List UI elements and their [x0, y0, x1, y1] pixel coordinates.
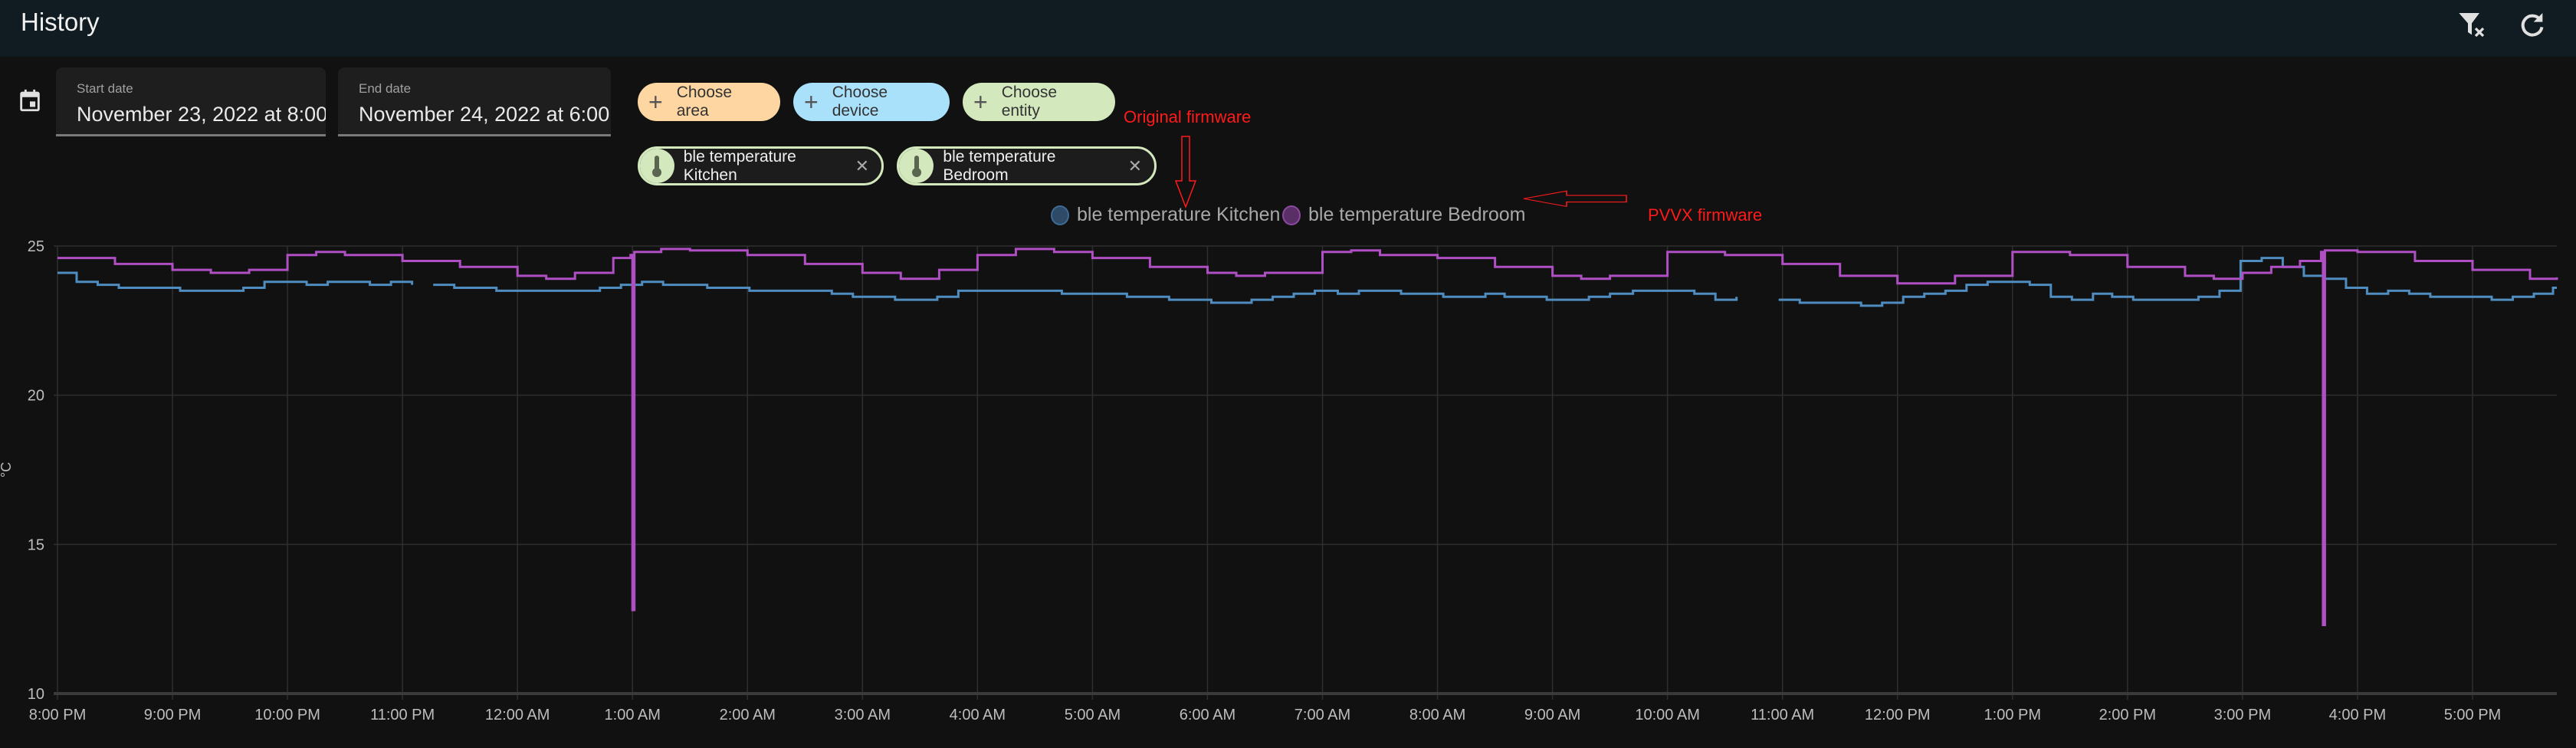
- series-line-kitchen: [57, 257, 2557, 307]
- legend-label: ble temperature Kitchen: [1077, 204, 1281, 225]
- x-tick-label: 9:00 PM: [144, 707, 201, 723]
- entity-chip-label: ble temperature Kitchen: [683, 147, 796, 184]
- end-date-field[interactable]: End date November 24, 2022 at 6:00 PM: [338, 67, 611, 136]
- end-date-value: November 24, 2022 at 6:00 PM: [359, 103, 611, 126]
- x-tick-label: 8:00 AM: [1409, 707, 1465, 723]
- y-tick-label: 10: [28, 686, 44, 703]
- annotation-pvvx-firmware: PVVX firmware: [1648, 205, 1763, 225]
- page-title: History: [21, 8, 100, 36]
- annotation-arrow-down: [1174, 136, 1197, 209]
- remove-icon[interactable]: ✕: [1127, 156, 1142, 176]
- refresh-icon[interactable]: [2517, 9, 2548, 40]
- y-tick-label: 15: [28, 536, 44, 553]
- top-app-bar: History: [0, 0, 2576, 57]
- x-tick-label: 12:00 AM: [485, 707, 550, 723]
- start-date-field[interactable]: Start date November 23, 2022 at 8:00 PM: [56, 67, 326, 136]
- x-tick-label: 3:00 PM: [2214, 707, 2271, 723]
- plus-icon: +: [804, 88, 819, 116]
- plus-icon: +: [973, 88, 988, 116]
- x-tick-label: 12:00 PM: [1865, 707, 1931, 723]
- legend-item-kitchen[interactable]: ble temperature Kitchen: [1051, 204, 1280, 226]
- x-tick-label: 5:00 AM: [1065, 707, 1121, 723]
- legend-swatch: [1282, 205, 1301, 225]
- choose-area-label: Choose area: [676, 84, 733, 120]
- x-tick-label: 11:00 PM: [370, 707, 435, 723]
- choose-entity-label: Choose entity: [1001, 84, 1058, 120]
- plus-icon: +: [648, 88, 663, 116]
- x-tick-label: 10:00 AM: [1635, 707, 1700, 723]
- entity-chip-bedroom[interactable]: ble temperature Bedroom ✕: [897, 146, 1157, 185]
- legend-swatch: [1051, 205, 1069, 225]
- thermometer-icon: [640, 149, 674, 183]
- x-tick-label: 8:00 PM: [29, 707, 86, 723]
- x-tick-label: 1:00 AM: [605, 707, 661, 723]
- thermometer-icon: [899, 149, 934, 183]
- entity-chip-label: ble temperature Bedroom: [943, 147, 1056, 184]
- y-tick-label: 25: [28, 238, 44, 255]
- choose-device-button[interactable]: + Choose device: [793, 83, 950, 121]
- x-tick-label: 2:00 AM: [720, 707, 776, 723]
- x-tick-label: 9:00 AM: [1524, 707, 1580, 723]
- start-date-value: November 23, 2022 at 8:00 PM: [77, 103, 326, 126]
- x-tick-label: 5:00 PM: [2444, 707, 2501, 723]
- x-tick-label: 10:00 PM: [254, 707, 320, 723]
- legend-label: ble temperature Bedroom: [1308, 204, 1526, 225]
- legend-item-bedroom[interactable]: ble temperature Bedroom: [1282, 204, 1525, 226]
- end-date-label: End date: [359, 81, 412, 96]
- choose-entity-button[interactable]: + Choose entity: [963, 83, 1115, 121]
- x-tick-label: 6:00 AM: [1180, 707, 1235, 723]
- annotation-arrow-left: [1523, 190, 1627, 208]
- filter-remove-icon[interactable]: [2456, 9, 2487, 40]
- choose-area-button[interactable]: + Choose area: [638, 83, 780, 121]
- x-tick-label: 1:00 PM: [1984, 707, 2041, 723]
- x-tick-label: 4:00 AM: [950, 707, 1006, 723]
- x-tick-label: 11:00 AM: [1751, 707, 1814, 723]
- calendar-icon[interactable]: [17, 86, 43, 115]
- x-tick-label: 3:00 AM: [835, 707, 891, 723]
- x-tick-label: 4:00 PM: [2329, 707, 2386, 723]
- x-tick-label: 7:00 AM: [1295, 707, 1350, 723]
- annotation-original-firmware: Original firmware: [1124, 107, 1252, 126]
- entity-chip-kitchen[interactable]: ble temperature Kitchen ✕: [638, 146, 884, 185]
- choose-device-label: Choose device: [832, 84, 888, 120]
- x-tick-label: 2:00 PM: [2099, 707, 2156, 723]
- remove-icon[interactable]: ✕: [855, 156, 869, 176]
- y-tick-label: 20: [28, 388, 44, 405]
- series-line-bedroom: [57, 248, 2558, 626]
- start-date-label: Start date: [77, 81, 133, 96]
- y-axis-label: °C: [0, 462, 14, 477]
